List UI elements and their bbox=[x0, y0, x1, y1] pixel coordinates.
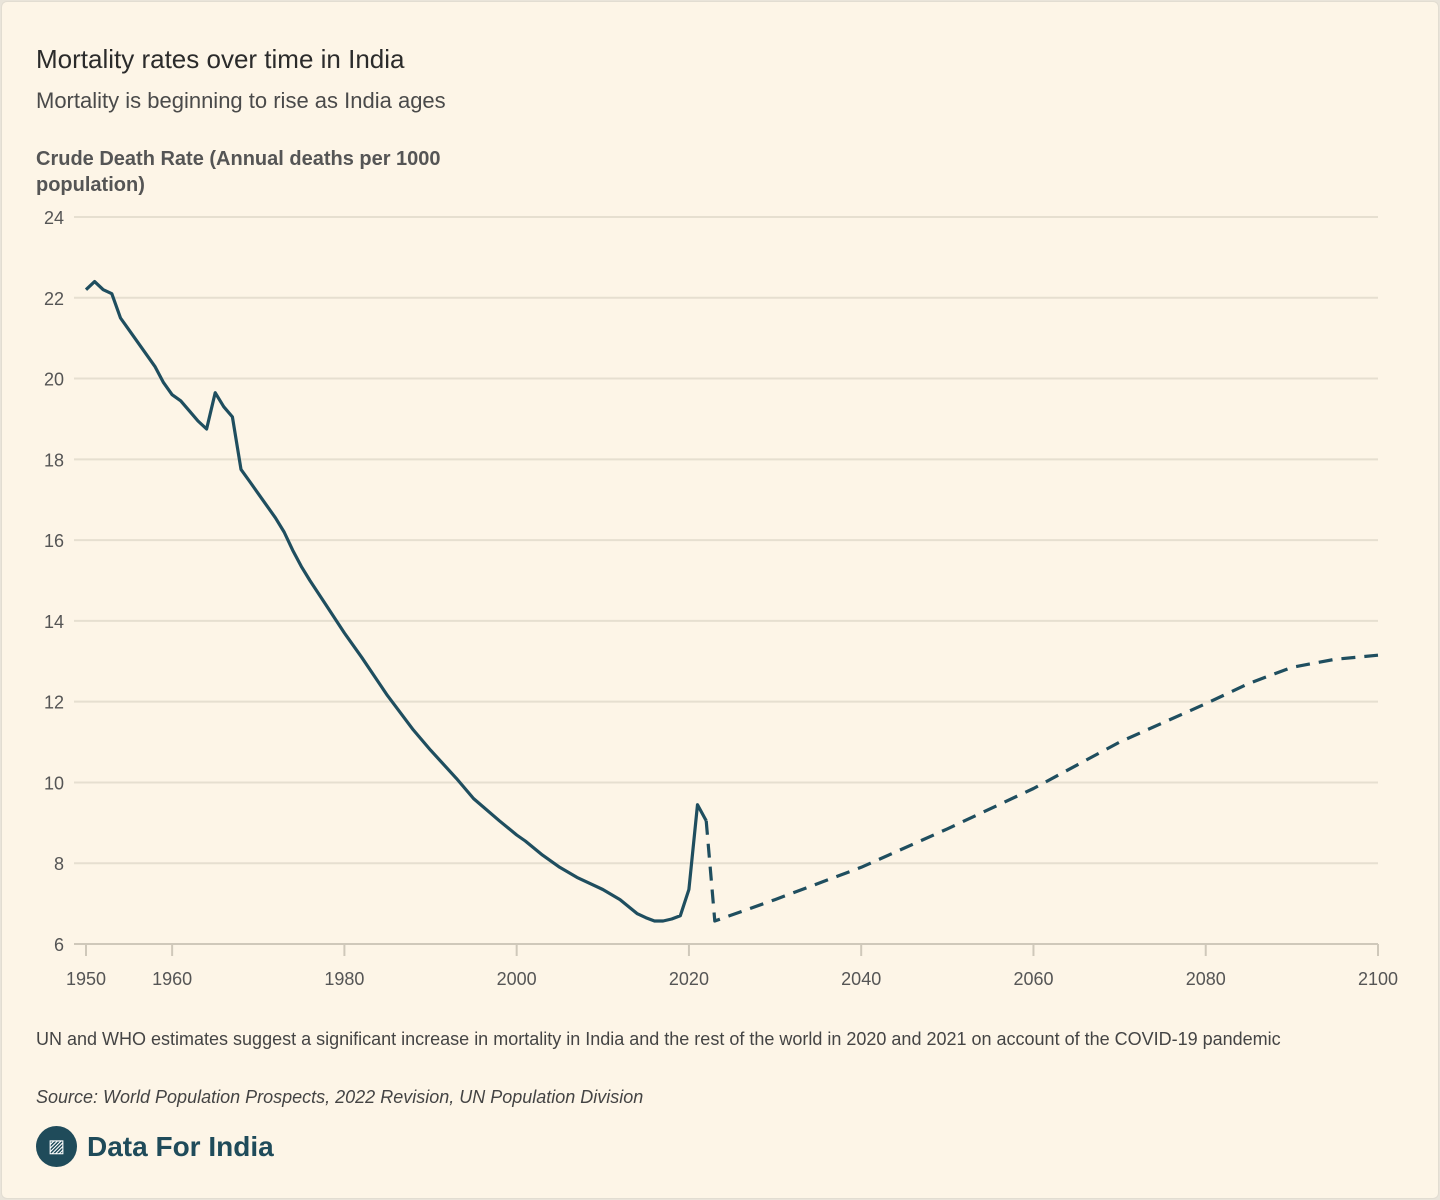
y-tick-label: 12 bbox=[44, 693, 64, 713]
x-tick-label: 1960 bbox=[152, 969, 192, 989]
chart-source: Source: World Population Prospects, 2022… bbox=[36, 1087, 644, 1107]
chart-title: Mortality rates over time in India bbox=[36, 44, 405, 74]
y-tick-label: 14 bbox=[44, 612, 64, 632]
y-tick-label: 8 bbox=[54, 854, 64, 874]
x-tick-label: 1950 bbox=[66, 969, 106, 989]
y-tick-label: 22 bbox=[44, 289, 64, 309]
y-tick-label: 24 bbox=[44, 208, 64, 228]
x-tick-label: 2080 bbox=[1186, 969, 1226, 989]
x-tick-label: 2100 bbox=[1358, 969, 1398, 989]
projection-line bbox=[704, 653, 1379, 923]
india-map-icon: ▨ bbox=[36, 1126, 77, 1167]
x-tick-label: 2040 bbox=[841, 969, 881, 989]
chart-subtitle: Mortality is beginning to rise as India … bbox=[36, 88, 446, 113]
chart-note: UN and WHO estimates suggest a significa… bbox=[36, 1029, 1281, 1049]
x-tick-label: 2020 bbox=[669, 969, 709, 989]
line-chart: 6 8 10 12 14 16 18 20 22 24 1950 1960 1980 2000 2020 20… bbox=[44, 208, 1398, 989]
y-tick-label: 6 bbox=[54, 935, 64, 955]
x-tick-label: 2000 bbox=[497, 969, 537, 989]
brand-name: Data For India bbox=[87, 1130, 274, 1162]
y-axis-label: Crude Death Rate (Annual deaths per 1000… bbox=[36, 148, 441, 196]
y-tick-label: 18 bbox=[44, 450, 64, 470]
x-tick-label: 1980 bbox=[324, 969, 364, 989]
historical-line bbox=[84, 280, 708, 923]
y-tick-label: 20 bbox=[44, 370, 64, 390]
y-tick-label: 16 bbox=[44, 531, 64, 551]
x-tick-label: 2060 bbox=[1013, 969, 1053, 989]
brand-logo[interactable]: ▨ Data For India bbox=[36, 1126, 274, 1167]
y-tick-label: 10 bbox=[44, 773, 64, 793]
